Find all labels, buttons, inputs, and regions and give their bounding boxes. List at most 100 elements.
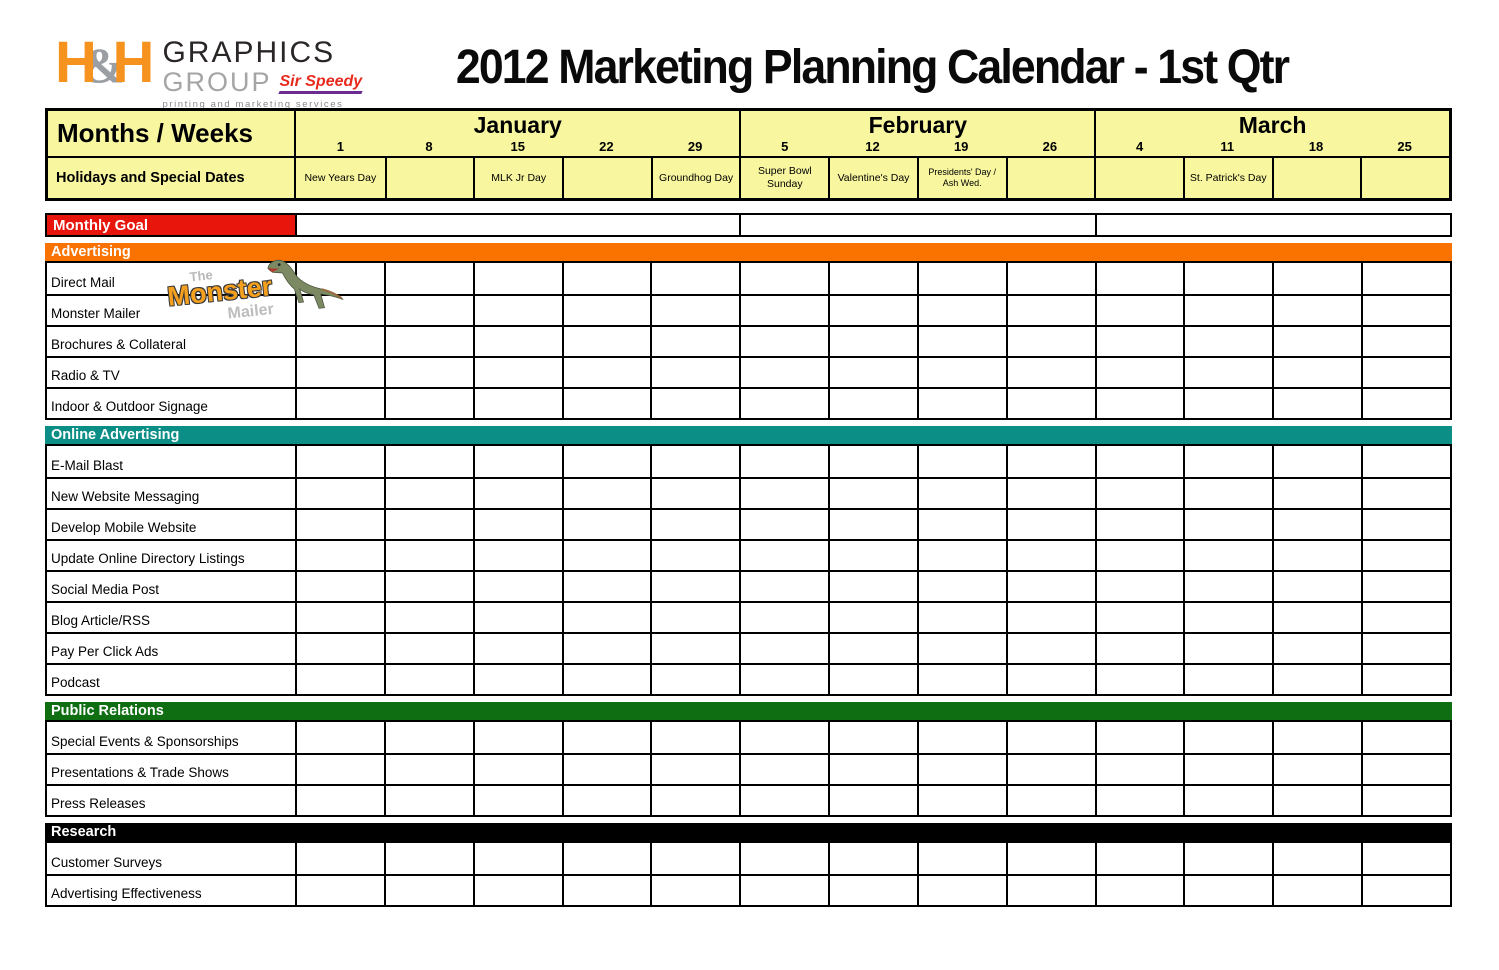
calendar-cell [739, 508, 829, 539]
monthly-goal-row: Monthly Goal [45, 213, 1452, 237]
calendar-cell [650, 722, 739, 753]
calendar-cell [1361, 294, 1450, 325]
row-label: Pay Per Click Ads [47, 632, 295, 663]
calendar-cell [295, 632, 384, 663]
calendar-cell [1094, 784, 1184, 815]
calendar-cell [1005, 356, 1095, 387]
calendar-cell [561, 784, 651, 815]
calendar-cell [1361, 387, 1450, 418]
calendar-cell [1272, 632, 1362, 663]
month-header: March [1094, 111, 1449, 137]
row-label: E-Mail Blast [51, 458, 124, 473]
calendar-cell [1005, 294, 1095, 325]
calendar-cell [1183, 325, 1273, 356]
row-label: Customer Surveys [51, 855, 163, 870]
calendar-cell [295, 294, 384, 325]
section-bar-research: Research [45, 823, 1452, 841]
calendar-cell [739, 325, 829, 356]
calendar-cell [828, 753, 917, 784]
calendar-cell [1005, 387, 1095, 418]
calendar-cell [295, 387, 384, 418]
calendar-cell [916, 477, 1006, 508]
calendar-cell [1183, 539, 1273, 570]
calendar-cell [916, 722, 1006, 753]
calendar-cell [561, 722, 651, 753]
holiday-cell [1005, 156, 1095, 198]
calendar-cell [472, 570, 562, 601]
calendar-cell [1005, 874, 1095, 905]
calendar-cell [650, 539, 740, 570]
calendar-cell [1005, 539, 1095, 570]
row-label: Monster Mailer [47, 294, 295, 325]
calendar-cell [828, 356, 917, 387]
logo-wordmark: GRAPHICS GROUP Sir Speedy printing and m… [162, 34, 363, 110]
calendar-cell [916, 356, 1006, 387]
calendar-cell [1272, 263, 1361, 294]
calendar-cell [1361, 663, 1450, 694]
week-number: 26 [1042, 139, 1058, 154]
row-label: Podcast [47, 663, 295, 694]
holiday-cell [1094, 156, 1183, 198]
calendar-cell [472, 753, 562, 784]
calendar-cell [1361, 570, 1450, 601]
calendar-cell [1361, 632, 1450, 663]
calendar-cell [1183, 784, 1273, 815]
week-number: 12 [865, 139, 880, 154]
calendar-cell [1361, 874, 1450, 905]
calendar-cell [1361, 446, 1450, 477]
calendar-cell [1005, 601, 1095, 632]
calendar-cell [472, 477, 562, 508]
calendar-cell [739, 874, 829, 905]
section-title: Online Advertising [51, 426, 180, 443]
calendar-cell [1272, 477, 1362, 508]
month-header: February [739, 111, 1094, 137]
calendar-cell [1272, 539, 1362, 570]
calendar-cell [472, 263, 562, 294]
calendar-cell [1272, 843, 1361, 874]
calendar-cell [739, 843, 828, 874]
calendar-cell [1183, 722, 1272, 753]
calendar-cell [828, 508, 917, 539]
calendar-cell [739, 753, 829, 784]
calendar-cell [739, 663, 829, 694]
calendar-cell [650, 570, 740, 601]
week-number: 25 [1397, 139, 1412, 154]
calendar-cell [472, 508, 562, 539]
calendar-cell [650, 508, 740, 539]
calendar-cell [828, 663, 917, 694]
calendar-cell [295, 325, 384, 356]
calendar-cell [1094, 753, 1184, 784]
calendar-cell [295, 784, 384, 815]
holiday-cell: Super Bowl Sunday [739, 156, 829, 198]
calendar-cell [1094, 446, 1184, 477]
holiday-cell: MLK Jr Day [473, 156, 563, 198]
calendar-cell [1005, 570, 1095, 601]
calendar-cell [739, 446, 828, 477]
monthly-goal-label: Monthly Goal [47, 215, 295, 235]
calendar-cell [383, 753, 473, 784]
calendar-cell [383, 784, 473, 815]
calendar-cell [739, 356, 829, 387]
row-label: Develop Mobile Website [47, 508, 295, 539]
calendar-cell [1183, 387, 1273, 418]
calendar-cell [383, 570, 473, 601]
calendar-cell [828, 722, 917, 753]
calendar-cell [295, 722, 384, 753]
calendar-cell [916, 753, 1006, 784]
calendar-cell [1005, 663, 1095, 694]
months-weeks-label: Months / Weeks [48, 111, 296, 156]
calendar-cell [828, 387, 917, 418]
week-number: 29 [687, 139, 703, 154]
calendar-cell [383, 632, 473, 663]
week-number: 4 [1094, 137, 1183, 156]
calendar-cell [383, 325, 473, 356]
calendar-cell [828, 570, 917, 601]
calendar-cell [650, 663, 740, 694]
calendar-cell [739, 570, 829, 601]
calendar-cell [650, 446, 739, 477]
calendar-cell [383, 263, 473, 294]
calendar-cell [650, 387, 740, 418]
calendar-cell [828, 294, 917, 325]
monthly-goal-cell-february [739, 215, 1095, 235]
